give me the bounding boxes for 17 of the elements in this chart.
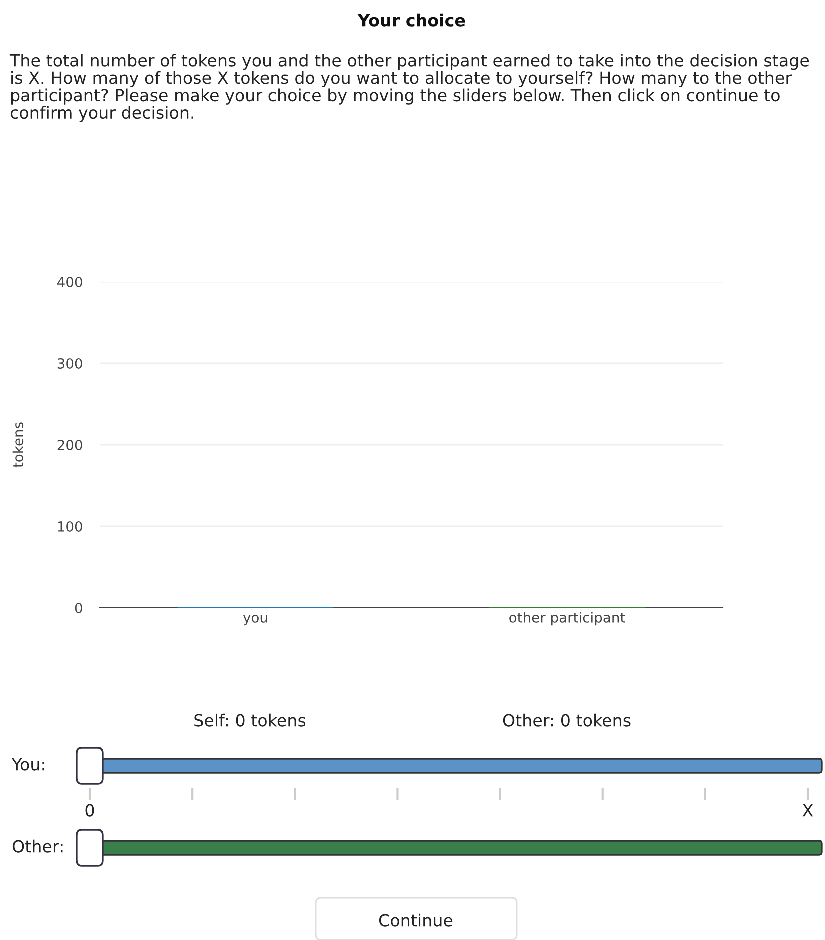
text: Self: 0 tokens: [194, 714, 306, 727]
y-tick-label: 400: [58, 276, 82, 288]
y-tick-label: 200: [58, 440, 82, 450]
text: Continue: [379, 914, 453, 927]
y-tick-label: 300: [58, 358, 82, 369]
text: The total number of tokens you and the other participant earned to take into the decision stage is X. How many of those X tokens do you want to allocate to yourself? How many to the other participant? Please make your choice by moving the sliders below. Then click on continue to confirm your decision.: [10, 54, 810, 122]
y-tick-label: 0: [75, 602, 82, 614]
text: Other: 0 tokens: [503, 714, 631, 727]
x-tick-label: other participant: [510, 612, 626, 626]
text: 0: [86, 804, 94, 817]
text: X: [802, 804, 814, 817]
text: Other:: [12, 840, 63, 853]
text: You:: [12, 758, 44, 771]
x-tick-label: you: [243, 614, 268, 626]
y-tick-label: 100: [58, 521, 82, 532]
chart-title: Your choice: [358, 14, 466, 27]
y-axis-title: tokens: [12, 422, 24, 468]
